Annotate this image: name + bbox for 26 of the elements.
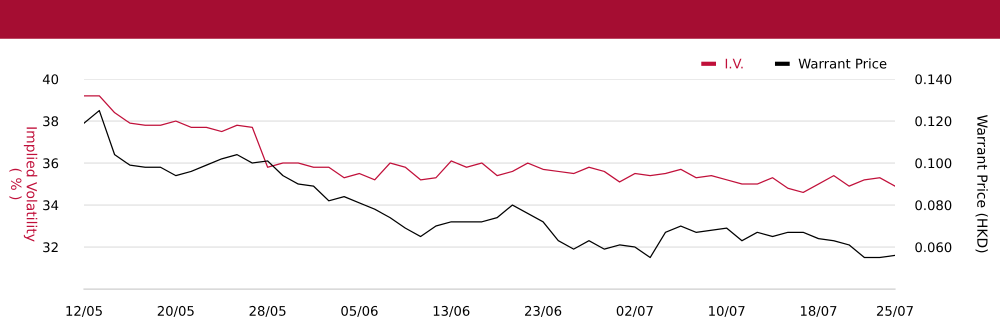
x-tick-label: 28/05 <box>250 306 286 317</box>
x-tick-label: 10/07 <box>709 306 745 317</box>
line-series <box>84 110 895 258</box>
y2-tick-label: 0.080 <box>915 200 952 210</box>
y-tick-label: 36 <box>43 158 58 168</box>
legend-label: I.V. <box>726 58 743 68</box>
y-axis-title: Implied Volatility ( % ) <box>9 127 38 242</box>
y-tick-label: 32 <box>43 242 58 252</box>
y2-tick-label: 0.120 <box>915 116 952 126</box>
x-tick-label: 05/06 <box>341 306 378 317</box>
x-tick-label: 25/07 <box>876 306 913 317</box>
line-series <box>84 95 895 194</box>
y2-tick-label: 0.060 <box>915 242 952 252</box>
x-tick-label: 13/06 <box>434 306 470 317</box>
y-tick-label: 40 <box>42 74 58 84</box>
y2-tick-label: 0.100 <box>915 158 952 168</box>
x-tick-label: 20/05 <box>158 306 194 317</box>
x-tick-label: 23/06 <box>525 306 562 317</box>
x-tick-label: 18/07 <box>800 306 836 317</box>
y-tick-label: 34 <box>43 200 58 210</box>
x-tick-label: 02/07 <box>616 306 653 317</box>
y-tick-label: 38 <box>43 116 58 126</box>
y2-tick-label: 0.140 <box>915 74 952 84</box>
y2-axis-title: Warrant Price (HKD) <box>975 114 988 252</box>
legend-label: Warrant Price <box>798 58 886 69</box>
x-tick-label: 12/05 <box>66 306 102 317</box>
